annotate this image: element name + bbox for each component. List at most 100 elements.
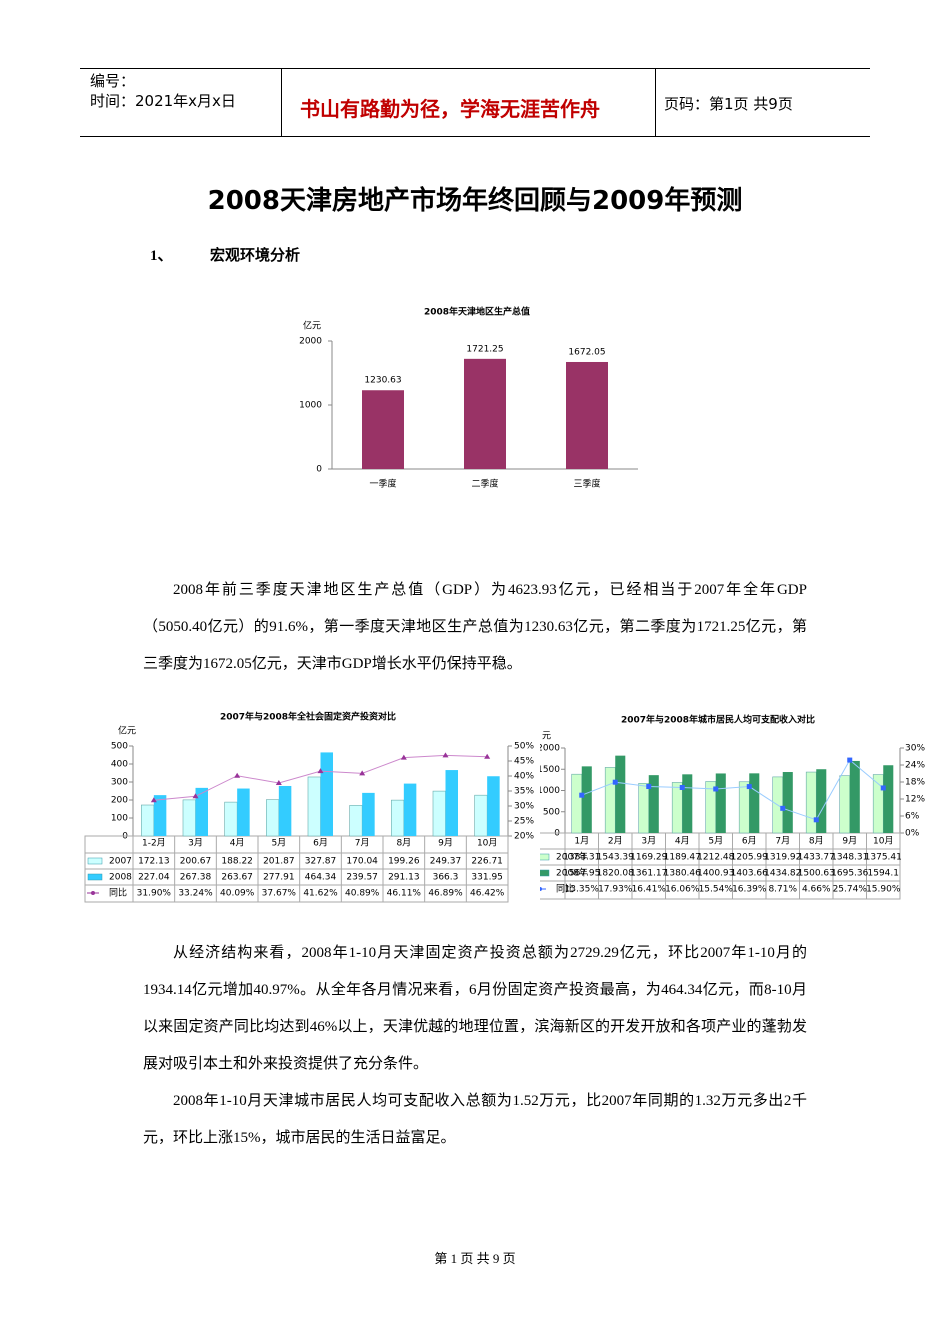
y-tick-label: 500 <box>111 742 128 752</box>
y-tick-label: 100 <box>111 814 128 824</box>
y2-tick-label: 0% <box>905 829 920 839</box>
x-tick-label: 8月 <box>809 836 824 847</box>
table-value: 16.06% <box>665 885 700 895</box>
table-value: 46.89% <box>428 889 463 899</box>
y-axis-label: 元 <box>542 732 551 742</box>
table-value: 1189.47 <box>664 853 701 863</box>
legend-label: 同比 <box>109 887 127 899</box>
table-value: 17.93% <box>598 885 633 895</box>
y2-tick-label: 24% <box>905 761 925 771</box>
header-rule <box>80 68 870 69</box>
point <box>880 785 886 791</box>
bar <box>362 792 375 836</box>
bar <box>464 358 506 469</box>
y2-tick-label: 35% <box>514 787 534 797</box>
table-value: 201.87 <box>263 857 295 867</box>
y-tick-label: 2000 <box>537 744 560 754</box>
chart-title: 2007年与2008年城市居民人均可支配收入对比 <box>621 714 815 726</box>
legend-swatch <box>540 869 550 877</box>
table-value: 40.09% <box>220 889 255 899</box>
table-value: 1594.1 <box>868 869 900 879</box>
legend-label: 2007年 <box>556 851 588 863</box>
bar <box>671 782 683 834</box>
bar <box>715 773 726 833</box>
y2-tick-label: 45% <box>514 757 534 767</box>
legend-label: 2008 <box>109 873 132 883</box>
point <box>679 784 685 790</box>
x-tick-label: 4月 <box>230 838 245 849</box>
bar <box>738 781 750 834</box>
bar <box>749 773 760 833</box>
y2-tick-label: 12% <box>905 795 925 805</box>
y2-tick-label: 6% <box>905 812 920 822</box>
table-value: 249.37 <box>430 857 462 867</box>
table-value: 1375.41 <box>865 853 902 863</box>
table-value: 46.42% <box>470 889 505 899</box>
bar <box>849 760 860 833</box>
y-tick-label: 1500 <box>537 765 560 775</box>
table-value: 263.67 <box>221 873 253 883</box>
y2-tick-label: 30% <box>514 802 534 812</box>
point <box>646 784 652 790</box>
point <box>150 797 157 803</box>
table-value: 188.22 <box>221 857 253 867</box>
table-value: 1567.95 <box>563 869 600 879</box>
table-value: 239.57 <box>346 873 378 883</box>
table-value: 331.95 <box>471 873 503 883</box>
x-tick-label: 3月 <box>188 838 203 849</box>
table-value: 226.71 <box>471 857 503 867</box>
table-value: 1695.36 <box>831 869 868 879</box>
point <box>234 772 241 778</box>
table-value: 25.74% <box>833 885 868 895</box>
table-value: 172.13 <box>138 857 170 867</box>
y-tick-label: 1000 <box>537 786 560 796</box>
point <box>275 779 282 785</box>
point <box>359 770 366 776</box>
table-value: 1348.31 <box>831 853 868 863</box>
chart-title: 2008年天津地区生产总值 <box>424 306 530 318</box>
chart-title: 2007年与2008年全社会固定资产投资对比 <box>220 711 396 723</box>
bar <box>141 804 155 837</box>
x-tick-label: 6月 <box>313 838 328 849</box>
y2-tick-label: 18% <box>905 778 925 788</box>
bar <box>224 801 238 837</box>
x-tick-label: 9月 <box>438 838 453 849</box>
point <box>317 768 324 774</box>
table-value: 8.71% <box>768 885 797 895</box>
section-number: 1、 <box>150 248 173 264</box>
x-tick-label: 5月 <box>708 836 723 847</box>
value-label: 1230.63 <box>364 376 401 386</box>
y2-tick-label: 20% <box>514 832 534 842</box>
table-value: 327.87 <box>305 857 337 867</box>
table-value: 31.90% <box>137 889 172 899</box>
y-axis-label: 亿元 <box>303 320 321 332</box>
header-divider <box>655 68 656 136</box>
legend-label: 同比 <box>556 883 574 895</box>
point <box>713 786 719 792</box>
y-tick-label: 0 <box>316 465 322 475</box>
table-value: 291.13 <box>388 873 420 883</box>
chart: 2007年与2008年城市居民人均可支配收入对比元050010001500200… <box>537 714 925 900</box>
table-value: 277.91 <box>263 873 295 883</box>
table-value: 366.3 <box>433 873 459 883</box>
table-value: 1383.31 <box>563 853 600 863</box>
line-series <box>581 759 884 821</box>
bar <box>615 755 626 833</box>
table-value: 16.41% <box>632 885 667 895</box>
header-number: 编号： <box>90 72 136 90</box>
x-tick-label: 2月 <box>608 836 623 847</box>
bar <box>581 766 592 833</box>
bar <box>307 776 321 837</box>
x-tick-label: 8月 <box>396 838 411 849</box>
y2-tick-label: 25% <box>514 817 534 827</box>
table-value: 4.66% <box>802 885 831 895</box>
legend-swatch <box>87 873 103 881</box>
bar <box>432 790 446 837</box>
table-value: 1212.48 <box>697 853 734 863</box>
x-tick-label: 1-2月 <box>142 838 166 849</box>
bar <box>266 799 280 837</box>
x-tick-label: 10月 <box>477 838 497 849</box>
bar <box>153 795 167 836</box>
